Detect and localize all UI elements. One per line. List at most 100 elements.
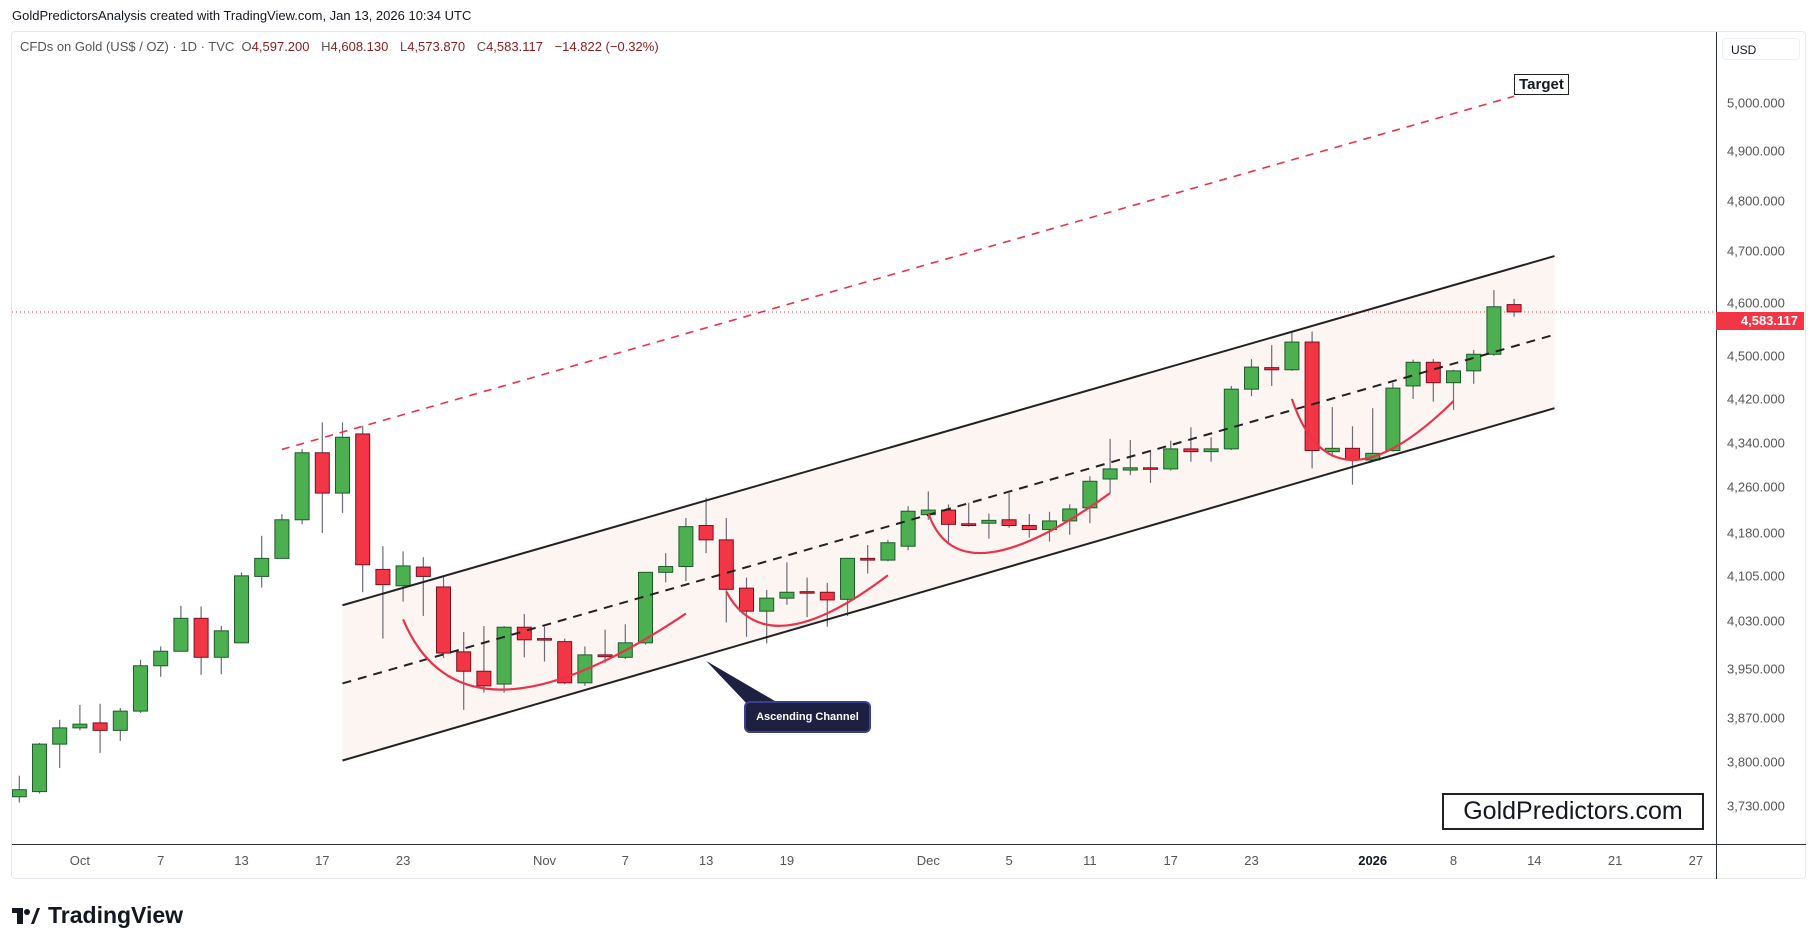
candle-body-up	[1385, 387, 1401, 452]
candle-body-up	[1324, 447, 1340, 453]
time-tick-label: Oct	[69, 853, 91, 868]
price-tick-label: 4,500.000	[1727, 348, 1785, 364]
tradingview-wordmark: TradingView	[48, 902, 184, 928]
high-value: 4,608.130	[330, 39, 389, 54]
candle	[1001, 493, 1017, 528]
candle-body-up	[52, 727, 68, 745]
candle	[739, 577, 754, 637]
watermark-logo: GoldPredictors.com	[1442, 793, 1704, 830]
candle-body-up	[1405, 361, 1421, 387]
candle-body-up	[759, 597, 775, 612]
candle	[415, 557, 431, 616]
currency-button[interactable]: USD	[1722, 38, 1800, 60]
price-tick-label: 4,030.000	[1727, 613, 1785, 629]
candle	[1446, 369, 1461, 410]
callout-pointer	[706, 660, 779, 703]
candle-body-down	[375, 568, 391, 586]
low-value: 4,573.870	[407, 39, 466, 54]
candle-body-down	[718, 539, 734, 590]
candle	[658, 553, 674, 583]
candle	[1102, 438, 1118, 494]
candle	[274, 514, 290, 559]
candle-body-up	[32, 743, 47, 793]
price-tick-label: 4,600.000	[1727, 295, 1785, 311]
candle-body-up	[12, 789, 27, 798]
candle-body-up	[1203, 448, 1219, 453]
candle-body-up	[1223, 388, 1239, 450]
candle	[476, 626, 492, 693]
time-tick-label: 11	[1083, 853, 1097, 868]
candle-body-down	[1425, 361, 1441, 384]
candle-body-down	[355, 433, 371, 566]
candle-body-down	[314, 452, 330, 494]
candle-body-up	[335, 436, 350, 494]
candle-body-up	[1466, 353, 1482, 372]
candle-body-down	[698, 524, 714, 541]
candle-body-up	[496, 626, 512, 685]
channel-mid-line	[342, 333, 1555, 685]
candle	[1284, 332, 1300, 371]
candle	[213, 626, 229, 675]
low-label: L	[399, 39, 408, 54]
candle	[1385, 382, 1401, 452]
candle-body-up	[638, 571, 653, 644]
candle-body-down	[476, 670, 492, 687]
candle	[173, 605, 189, 652]
candle-body-up	[658, 565, 674, 573]
candle-body-up	[1042, 520, 1057, 531]
candle	[840, 557, 855, 616]
candle	[153, 646, 169, 677]
chart-credit: GoldPredictorsAnalysis created with Trad…	[12, 8, 472, 23]
time-tick-label: 13	[698, 853, 714, 868]
symbol-legend: CFDs on Gold (US$ / OZ) · 1D · TVC O4,59…	[20, 39, 667, 54]
ascending-channel-callout: Ascending Channel	[744, 700, 871, 733]
time-tick-label: 14	[1527, 853, 1542, 868]
candle	[72, 704, 88, 731]
candle-body-up	[880, 542, 896, 561]
candle	[335, 422, 350, 513]
open-label: O	[241, 39, 252, 54]
symbol-title[interactable]: CFDs on Gold (US$ / OZ) · 1D · TVC	[20, 39, 235, 54]
candle-body-up	[234, 575, 249, 644]
cup-arc	[1290, 398, 1455, 462]
candle	[718, 518, 734, 623]
candle	[799, 577, 815, 618]
candle	[12, 775, 27, 803]
candle-body-down	[819, 591, 835, 601]
time-tick-label: 19	[779, 853, 795, 868]
tradingview-logo[interactable]: TradingView	[12, 902, 183, 929]
candle-body-down	[1264, 367, 1280, 371]
candle	[1304, 331, 1320, 469]
candle-body-up	[1122, 467, 1138, 471]
candle	[1163, 440, 1179, 471]
price-tick-label: 4,260.000	[1727, 479, 1785, 495]
candle-body-up	[840, 557, 855, 600]
candle	[1405, 359, 1421, 399]
time-tick-label: 7	[621, 853, 629, 868]
candle-body-up	[112, 710, 128, 731]
time-tick-label: 17	[315, 853, 330, 868]
channel-upper-line	[342, 255, 1555, 607]
price-tick-label: 4,180.000	[1727, 525, 1785, 541]
candle-body-down	[597, 654, 613, 658]
candle	[436, 577, 451, 658]
time-tick-label: 8	[1449, 853, 1458, 868]
target-label: Target	[1514, 74, 1569, 96]
candle-body-down	[739, 587, 754, 612]
candle-body-up	[173, 617, 189, 652]
candle	[698, 497, 714, 554]
time-tick-label: Dec	[916, 853, 940, 868]
last-price-label: 4,583.117	[1716, 311, 1804, 330]
candle-body-down	[941, 509, 956, 525]
candle	[1486, 290, 1502, 356]
candle-body-up	[254, 557, 270, 577]
candle-body-up	[213, 630, 229, 658]
time-tick-label: 13	[234, 853, 249, 868]
candle	[941, 504, 956, 545]
candle	[900, 506, 916, 551]
candle-body-down	[193, 617, 209, 658]
candle-body-down	[1021, 524, 1037, 531]
candle	[92, 703, 108, 753]
channel-lower-line	[342, 407, 1555, 762]
